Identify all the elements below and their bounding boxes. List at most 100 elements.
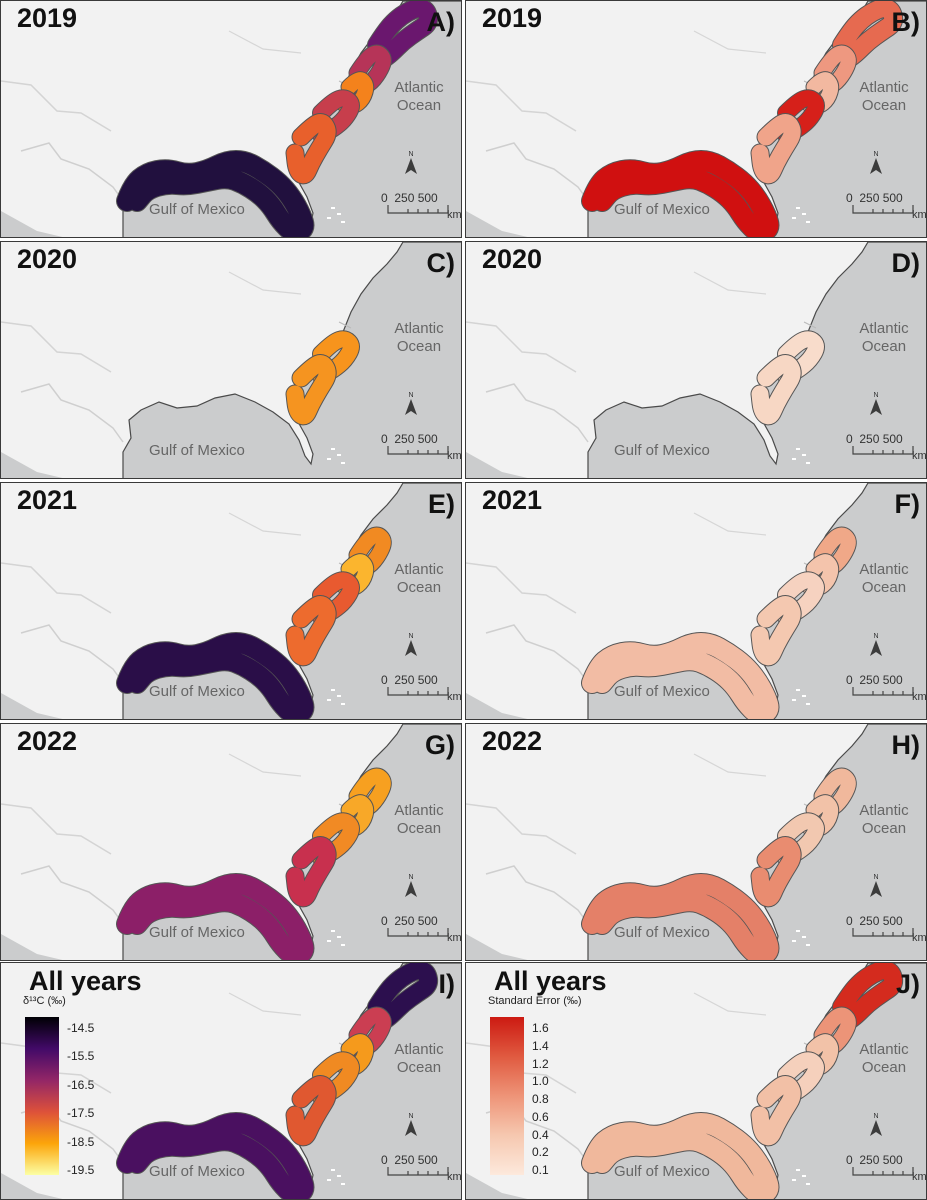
island <box>792 699 796 701</box>
scale-bar-path <box>852 446 914 455</box>
panel-letter: C) <box>426 248 456 278</box>
scale-bar-ticks: 0 250 500 <box>846 191 903 205</box>
panel-letter: H) <box>891 730 921 760</box>
map-panel: 2022 H) Atlantic Ocean Gulf of Mexico N 0 250… <box>465 723 927 961</box>
year-label: 2021 <box>17 485 78 515</box>
isoscape-region <box>751 837 801 907</box>
state-border-2 <box>466 562 577 614</box>
scale-bar-ticks: 0 250 500 <box>846 1153 903 1167</box>
map-canvas <box>1 483 461 719</box>
state-border-1 <box>485 865 589 925</box>
panel-letter: J) <box>895 969 920 999</box>
isoscape-region <box>582 151 779 237</box>
isoscape-region <box>313 331 359 384</box>
map-canvas <box>466 483 926 719</box>
north-letter: N <box>408 392 413 399</box>
map-canvas <box>1 724 461 960</box>
ocean-label: Atlantic Ocean <box>859 561 909 596</box>
map-canvas <box>1 1 461 237</box>
island <box>792 217 796 219</box>
ocean-label: Atlantic Ocean <box>394 1041 444 1076</box>
isoscape-region <box>286 596 336 666</box>
north-arrow-icon: N <box>403 872 419 898</box>
scale-bar-unit: km <box>912 209 927 221</box>
north-arrow-shape: N <box>870 1113 882 1136</box>
ocean-label: Atlantic Ocean <box>859 79 909 114</box>
north-letter: N <box>408 874 413 881</box>
panel-letter: G) <box>425 730 455 760</box>
isoscape-region <box>778 1052 824 1105</box>
state-border-3 <box>693 753 767 777</box>
scale-bar-path <box>387 205 449 214</box>
north-letter: N <box>873 392 878 399</box>
gulf-label: Gulf of Mexico <box>149 924 245 941</box>
year-label: All years <box>494 966 607 996</box>
map-panel: 2019 B) Atlantic Ocean Gulf of Mexico N 0 250… <box>465 0 927 238</box>
north-letter: N <box>873 1113 878 1120</box>
state-border-3 <box>693 992 767 1016</box>
state-border-3 <box>228 271 302 295</box>
north-arrow-icon: N <box>868 1111 884 1137</box>
legend-tick-label: 1.2 <box>532 1056 549 1071</box>
gulf-label: Gulf of Mexico <box>614 1163 710 1180</box>
island <box>337 695 341 697</box>
scale-bar-unit: km <box>447 691 462 703</box>
panel-letter: B) <box>891 7 921 37</box>
isoscape-region <box>582 1113 779 1199</box>
isoscape-region <box>117 633 314 719</box>
state-border-3 <box>228 992 302 1016</box>
north-arrow-icon: N <box>403 390 419 416</box>
scale-bar-unit: km <box>912 932 927 944</box>
north-arrow-body <box>870 399 882 415</box>
scale-bar: 0 250 500 km <box>846 432 926 468</box>
scale-bar-line <box>387 446 449 455</box>
year-label: 2019 <box>482 3 543 33</box>
north-arrow-icon: N <box>868 631 884 657</box>
island <box>796 1169 800 1171</box>
island <box>337 1175 341 1177</box>
isoscape-region <box>368 1 438 68</box>
legend-tick-label: -16.5 <box>67 1077 95 1092</box>
isoscape-region <box>833 1 903 68</box>
isoscape-region <box>286 837 336 907</box>
legend-title: δ¹³C (‰) <box>23 995 66 1007</box>
state-border-3 <box>228 753 302 777</box>
north-arrow-body <box>405 881 417 897</box>
state-border-1 <box>20 142 124 202</box>
scale-bar: 0 250 500 km <box>381 1153 461 1189</box>
north-arrow-icon: N <box>403 1111 419 1137</box>
isoscape-region <box>751 1076 801 1146</box>
island <box>802 213 806 215</box>
isoscape-region <box>117 1113 314 1199</box>
legend-tick-label: 1.0 <box>532 1074 549 1089</box>
scale-bar-unit: km <box>912 1171 927 1183</box>
year-label: 2019 <box>17 3 78 33</box>
scale-bar-path <box>852 687 914 696</box>
map-canvas <box>466 1 926 237</box>
panel-letter: E) <box>428 489 455 519</box>
scale-bar-ticks: 0 250 500 <box>846 673 903 687</box>
island <box>327 699 331 701</box>
isoscape-region <box>778 572 824 625</box>
ocean-label: Atlantic Ocean <box>859 320 909 355</box>
north-letter: N <box>873 633 878 640</box>
isoscape-region <box>117 151 314 237</box>
scale-bar-line <box>852 1167 914 1176</box>
state-border-1 <box>20 865 124 925</box>
state-border-2 <box>466 80 577 132</box>
island <box>341 221 345 223</box>
scale-bar: 0 250 500 km <box>381 673 461 709</box>
gulf-label: Gulf of Mexico <box>149 442 245 459</box>
north-arrow-body <box>405 640 417 656</box>
legend-tick-label: 0.6 <box>532 1109 549 1124</box>
state-border-3 <box>228 512 302 536</box>
year-label: 2021 <box>482 485 543 515</box>
legend-colorbar <box>490 1017 524 1175</box>
ocean-label: Atlantic Ocean <box>394 802 444 837</box>
isoscape-region <box>313 1052 359 1105</box>
isoscape-region <box>582 874 779 960</box>
scale-bar-unit: km <box>447 932 462 944</box>
isoscape-region <box>778 90 824 143</box>
legend-tick-label: 0.8 <box>532 1092 549 1106</box>
